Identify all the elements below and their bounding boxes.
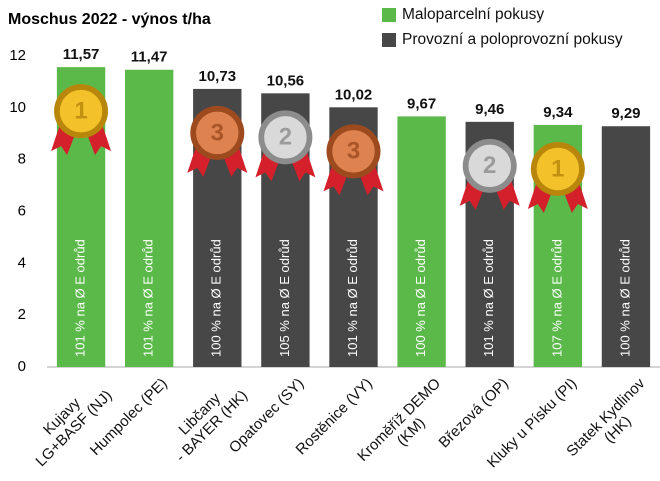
bar: [124, 69, 174, 367]
inner-label: 101 % na Ø E odrůd: [141, 239, 156, 357]
legend-swatch: [382, 8, 396, 22]
medal-number: 1: [551, 155, 564, 182]
inner-label: 101 % na Ø E odrůd: [481, 239, 496, 357]
medal-number: 2: [279, 124, 292, 151]
medal: 1: [527, 141, 588, 213]
medal-inner: [466, 143, 513, 189]
value-label: 9,67: [407, 95, 436, 112]
y-tick-label: 2: [18, 306, 26, 323]
y-tick-label: 0: [18, 358, 26, 375]
legend-swatch: [382, 33, 396, 47]
y-tick-label: 4: [18, 254, 26, 271]
value-label: 9,29: [611, 105, 640, 122]
medal-number: 2: [483, 152, 496, 179]
medal-number: 1: [74, 97, 87, 124]
bar: [397, 116, 446, 367]
value-label: 10,02: [335, 86, 373, 103]
medal-inner: [535, 146, 581, 192]
medal: 1: [51, 84, 112, 156]
value-label: 11,47: [131, 49, 168, 66]
y-tick-label: 6: [18, 202, 26, 219]
inner-label: 100 % na Ø E odrůd: [413, 239, 428, 357]
inner-label: 101 % na Ø E odrůd: [72, 239, 87, 357]
medal: 2: [459, 138, 520, 210]
value-label: 11,57: [63, 46, 100, 63]
y-tick-label: 10: [9, 99, 26, 116]
value-label: 9,46: [475, 101, 504, 118]
medal-inner: [330, 128, 377, 175]
medal-number: 3: [211, 119, 224, 146]
medal-inner: [58, 88, 104, 134]
inner-label: 100 % na Ø E odrůd: [617, 239, 632, 357]
legend-label: Provozní a poloprovozní pokusy: [402, 31, 623, 48]
y-tick-label: 8: [18, 151, 26, 168]
medal-inner: [194, 110, 241, 156]
medal: 2: [255, 110, 316, 182]
value-label: 10,56: [267, 72, 305, 89]
inner-label: 100 % na Ø E odrůd: [209, 239, 224, 357]
medal: 3: [323, 124, 384, 196]
medal-inner: [262, 114, 309, 161]
medal: 3: [187, 105, 248, 177]
bar: [601, 126, 651, 368]
medal-number: 3: [347, 138, 360, 165]
chart-title: Moschus 2022 - výnos t/ha: [8, 11, 211, 28]
inner-label: 101 % na Ø E odrůd: [345, 239, 360, 357]
value-label: 10,73: [199, 68, 237, 85]
value-label: 9,34: [543, 104, 573, 121]
inner-label: 107 % na Ø E odrůd: [549, 239, 564, 357]
y-tick-label: 12: [9, 47, 26, 64]
legend-label: Maloparcelní pokusy: [402, 6, 544, 23]
inner-label: 105 % na Ø E odrůd: [277, 239, 292, 357]
